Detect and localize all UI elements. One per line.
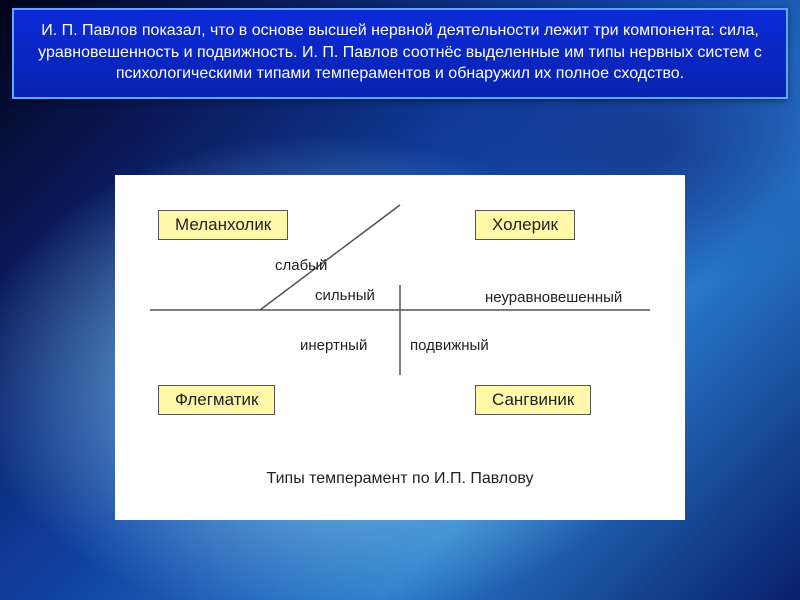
- quadrant-sanguine: Сангвиник: [475, 385, 591, 415]
- header-text-box: И. П. Павлов показал, что в основе высше…: [12, 8, 788, 99]
- axis-label-mobile: подвижный: [410, 337, 489, 354]
- axis-label-weak: слабый: [275, 257, 327, 274]
- quadrant-label: Сангвиник: [492, 390, 574, 409]
- quadrant-label: Холерик: [492, 215, 558, 234]
- quadrant-choleric: Холерик: [475, 210, 575, 240]
- quadrant-melancholic: Меланхолик: [158, 210, 288, 240]
- axis-label-inert: инертный: [300, 337, 367, 354]
- header-text: И. П. Павлов показал, что в основе высше…: [38, 22, 762, 82]
- axis-label-strong: сильный: [315, 287, 375, 304]
- axis-label-unbalanced: неуравновешенный: [485, 289, 622, 306]
- diagram-caption: Типы темперамент по И.П. Павлову: [115, 470, 685, 488]
- quadrant-label: Флегматик: [175, 390, 258, 409]
- slide: И. П. Павлов показал, что в основе высше…: [0, 0, 800, 600]
- temperament-diagram: Меланхолик Холерик Флегматик Сангвиник с…: [115, 175, 685, 520]
- quadrant-label: Меланхолик: [175, 215, 271, 234]
- quadrant-phlegmatic: Флегматик: [158, 385, 275, 415]
- diagram-inner: Меланхолик Холерик Флегматик Сангвиник с…: [115, 175, 685, 520]
